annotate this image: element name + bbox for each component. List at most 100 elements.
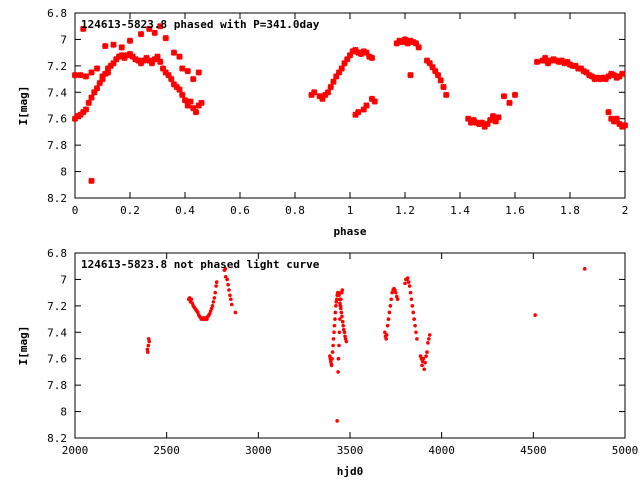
data-point <box>384 333 389 337</box>
data-point <box>389 297 394 302</box>
y-tick-label: 7.8 <box>47 139 67 152</box>
data-point <box>511 91 519 99</box>
data-point <box>223 267 228 271</box>
data-point <box>115 53 123 60</box>
data-point <box>583 69 590 76</box>
data-point <box>210 304 215 308</box>
data-point <box>335 297 339 302</box>
data-point <box>580 67 587 75</box>
data-point <box>357 50 365 58</box>
plot-frame <box>74 12 626 199</box>
data-point <box>146 57 153 64</box>
data-point <box>591 75 598 83</box>
data-point <box>140 57 147 64</box>
y-tick-label: 7 <box>60 273 67 286</box>
data-point <box>214 284 218 288</box>
data-point <box>613 74 620 81</box>
data-point <box>487 116 494 124</box>
data-point <box>338 65 345 72</box>
data-point <box>355 108 362 116</box>
data-point <box>195 102 202 109</box>
data-point <box>132 56 139 63</box>
data-point <box>368 54 376 62</box>
data-point <box>329 363 334 368</box>
data-point <box>594 74 601 81</box>
data-point <box>225 277 229 282</box>
phased-light-curve-chart: 0 0.2 0.4 0.6 0.8 1 1.2 1.4 1.6 1.8 2 6.8 7 7.2 7.4 7.6… <box>17 7 628 238</box>
data-point <box>118 44 125 51</box>
data-point <box>308 91 315 99</box>
data-point <box>566 61 574 68</box>
data-point <box>360 106 367 113</box>
data-point <box>129 53 136 60</box>
data-point <box>610 71 618 79</box>
y-tick-label: 8.2 <box>47 432 67 445</box>
data-point <box>599 74 607 81</box>
x-tick-label: 1.2 <box>395 204 415 217</box>
x-tick-label: 2000 <box>62 444 89 457</box>
data-point <box>427 337 431 341</box>
data-point <box>616 120 623 128</box>
x-tick-label: 0.2 <box>120 204 140 217</box>
data-point <box>71 115 79 122</box>
data-point <box>126 37 134 44</box>
data-point <box>500 93 508 100</box>
data-point <box>564 58 571 66</box>
data-point <box>80 108 87 116</box>
data-point <box>384 337 388 341</box>
data-point <box>159 65 167 72</box>
data-point <box>82 73 90 80</box>
y-tick-label: 7 <box>60 33 67 46</box>
data-point <box>432 67 439 75</box>
x-tick-label: 1.6 <box>505 204 525 217</box>
data-point <box>82 106 90 113</box>
data-point <box>371 98 378 105</box>
data-point <box>533 58 541 66</box>
data-point <box>229 297 233 302</box>
data-point <box>338 317 342 321</box>
data-point <box>162 69 169 76</box>
data-point <box>465 115 472 122</box>
data-point <box>616 73 623 80</box>
data-point <box>613 115 620 122</box>
data-point <box>337 330 342 335</box>
data-point <box>330 78 337 85</box>
data-point <box>443 91 450 99</box>
data-point <box>478 119 486 126</box>
data-point <box>137 60 145 67</box>
data-point <box>337 343 341 348</box>
data-point <box>336 370 340 374</box>
x-tick-label: 5000 <box>612 444 639 457</box>
data-point <box>77 71 84 79</box>
data-point <box>80 25 87 33</box>
data-point <box>385 323 390 328</box>
plot-frame <box>74 252 626 439</box>
data-point <box>467 119 475 126</box>
x-tick-label: 0.4 <box>175 204 195 217</box>
data-point <box>423 57 431 64</box>
data-point <box>102 70 109 77</box>
y-tick-label: 7.6 <box>47 353 67 366</box>
data-point <box>212 296 217 300</box>
data-point <box>421 356 426 361</box>
data-point <box>395 297 400 302</box>
data-point <box>344 56 351 63</box>
data-point <box>93 65 101 72</box>
data-point <box>582 267 587 271</box>
data-point <box>414 330 418 335</box>
data-point <box>85 99 92 107</box>
data-point <box>553 57 560 64</box>
data-point <box>145 347 150 352</box>
data-point <box>426 60 433 67</box>
y-tick-label: 7.4 <box>47 86 67 99</box>
data-point <box>88 177 95 185</box>
data-point <box>110 41 117 48</box>
data-point <box>470 116 477 124</box>
data-point <box>184 102 191 109</box>
y-tick-label: 6.8 <box>47 247 67 260</box>
data-point <box>170 81 178 88</box>
data-point <box>399 38 406 46</box>
data-point <box>143 54 150 62</box>
data-point <box>605 73 612 80</box>
